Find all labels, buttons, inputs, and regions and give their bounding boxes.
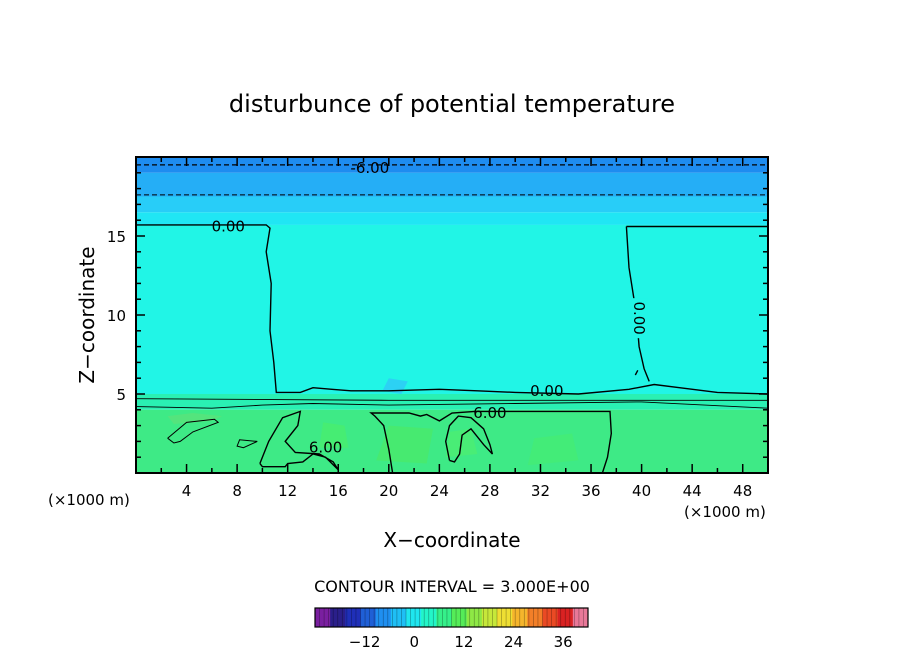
colorbar-tick-label: 12 [454,633,473,651]
contour-label-5: 6.00 [309,439,342,457]
band-5 [136,394,768,410]
contour-line-8 [236,439,258,449]
colorbar-swatch [360,608,377,627]
band-1 [136,172,768,197]
colorbar-frame [314,607,589,628]
colorbar-swatch [557,608,574,627]
x-tick-label: 48 [733,482,752,500]
colorbar-swatch [451,608,468,627]
colorbar-swatch [406,608,422,627]
x-tick-label: 20 [379,482,398,500]
chart-title: disturbunce of potential temperature [229,90,675,118]
x-tick-label: 40 [632,482,651,500]
contour-label-bg-2 [631,298,648,339]
contour-line-5 [136,401,768,409]
patch-2 [376,425,433,464]
colorbar-swatch [345,608,361,627]
patch-0 [167,413,222,424]
contour-line-7 [167,418,220,444]
band-3 [136,212,768,225]
plot-area [136,157,768,473]
y-tick-label: 15 [107,228,126,246]
colorbar-tick-label: −12 [349,633,381,651]
band-4 [136,224,768,394]
patch-4 [527,433,579,466]
contour-label-0: -6.00 [350,159,389,177]
x-tick-label: 12 [278,482,297,500]
y-tick-label: 10 [107,307,126,325]
contour-label-4: 6.00 [473,404,506,422]
contour-labels: -6.00 0.00 0.00 0.00 6.00 6.00 [212,159,649,457]
colorbar [314,607,589,628]
x-tick-label: 36 [581,482,600,500]
colorbar-ticks: −12 0 12 24 36 [349,633,573,651]
x-tick-label: 8 [232,482,242,500]
colorbar-swatch [421,608,437,627]
colorbar-swatch [497,608,513,627]
y-axis-label: Z−coordinate [75,246,99,383]
x-tick-label: 28 [480,482,499,500]
colorbar-swatch [572,608,589,627]
y-tick-label: 5 [116,386,126,404]
x-unit-label: (×1000 m) [684,503,766,521]
colorbar-swatch [330,608,346,627]
z-unit-label: (×1000 m) [48,491,130,509]
colorbar-tick-label: 0 [409,633,419,651]
colorbar-tick-label: 36 [554,633,573,651]
colorbar-swatch [390,608,407,627]
x-tick-label: 44 [683,482,702,500]
x-axis-label: X−coordinate [383,528,520,552]
contour-label-1: 0.00 [212,218,245,236]
x-ticks: 4 8 12 16 20 24 28 32 36 40 44 48 [160,157,752,500]
x-tick-label: 4 [182,482,192,500]
colorbar-swatch [542,608,559,627]
contour-line-6 [136,398,768,401]
x-tick-label: 24 [430,482,449,500]
contour-line-9 [259,410,339,471]
x-tick-label: 32 [531,482,550,500]
contour-line-12 [634,369,639,376]
x-tick-label: 16 [329,482,348,500]
colorbar-tick-label: 24 [504,633,523,651]
colorbar-swatch [436,608,452,627]
y-ticks: 5 10 15 [107,172,768,458]
contour-line-10 [369,410,613,473]
contour-line-11 [444,415,494,463]
contour-label-3: 0.00 [530,382,563,400]
contour-line-2 [136,224,768,395]
temperature-bands [136,157,768,473]
colorbar-swatch [512,608,528,627]
contour-interval-text: CONTOUR INTERVAL = 3.000E+00 [314,577,590,596]
colorbar-swatch [315,608,331,627]
patch-1 [319,422,349,448]
band-2 [136,196,768,213]
contour-label-2: 0.00 [630,301,648,334]
colorbar-swatch [375,608,392,627]
colorbar-swatch [527,608,543,627]
colorbar-swatch [481,608,498,627]
colorbar-swatch [466,608,483,627]
